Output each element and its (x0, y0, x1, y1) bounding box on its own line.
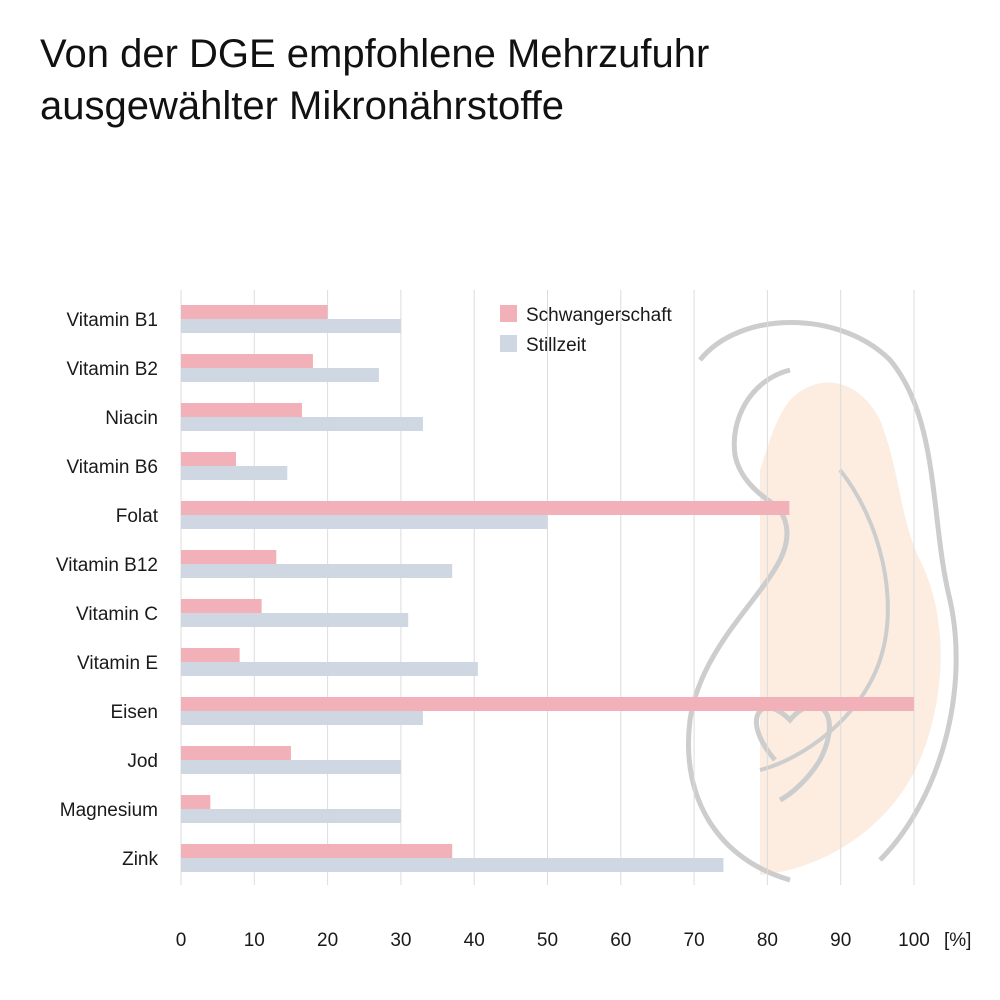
bar-schwangerschaft-zink (181, 844, 453, 858)
bar-stillzeit-vitamin-b1 (181, 319, 401, 333)
category-label: Folat (116, 506, 159, 527)
bars (181, 305, 914, 872)
x-tick-label: 30 (390, 930, 411, 951)
category-label: Vitamin B2 (66, 359, 158, 380)
legend-label-schwangerschaft: Schwangerschaft (526, 305, 672, 326)
bar-schwangerschaft-eisen (181, 697, 914, 711)
legend: Schwangerschaft Stillzeit (500, 305, 672, 356)
bar-stillzeit-folat (181, 515, 548, 529)
bar-schwangerschaft-jod (181, 746, 291, 760)
bar-stillzeit-magnesium (181, 809, 401, 823)
bar-stillzeit-zink (181, 858, 724, 872)
bar-stillzeit-vitamin-e (181, 662, 478, 676)
x-tick-label: 80 (757, 930, 778, 951)
bar-stillzeit-vitamin-b12 (181, 564, 453, 578)
x-axis: 0 10 20 30 40 50 60 70 80 90 100 (176, 930, 930, 951)
category-label: Vitamin B6 (66, 457, 158, 478)
x-tick-label: 0 (176, 930, 187, 951)
bar-stillzeit-niacin (181, 417, 423, 431)
category-label: Niacin (105, 408, 158, 429)
x-axis-unit: [%] (944, 930, 971, 951)
bar-schwangerschaft-vitamin-c (181, 599, 262, 613)
category-label: Vitamin C (76, 604, 158, 625)
bar-schwangerschaft-vitamin-b2 (181, 354, 313, 368)
grid (180, 290, 915, 885)
bar-stillzeit-jod (181, 760, 401, 774)
x-tick-label: 100 (898, 930, 930, 951)
chart-title: Von der DGE empfohlene Mehrzufuhr ausgew… (40, 28, 709, 132)
bar-schwangerschaft-vitamin-b12 (181, 550, 277, 564)
x-tick-label: 50 (537, 930, 558, 951)
x-tick-label: 70 (684, 930, 705, 951)
x-tick-label: 60 (610, 930, 631, 951)
category-label: Vitamin E (77, 653, 158, 674)
category-label: Vitamin B12 (56, 555, 158, 576)
bar-stillzeit-vitamin-c (181, 613, 409, 627)
x-tick-label: 40 (464, 930, 485, 951)
x-tick-label: 20 (317, 930, 338, 951)
category-label: Magnesium (60, 800, 158, 821)
x-tick-label: 90 (830, 930, 851, 951)
chart-title-line-2: ausgewählter Mikronährstoffe (40, 84, 564, 128)
category-label: Eisen (110, 702, 158, 723)
category-label: Zink (122, 849, 158, 870)
bar-schwangerschaft-magnesium (181, 795, 211, 809)
legend-swatch-stillzeit (500, 335, 517, 352)
bar-stillzeit-eisen (181, 711, 423, 725)
category-labels: Vitamin B1 Vitamin B2 Niacin Vitamin B6 Fola… (56, 310, 159, 870)
category-label: Vitamin B1 (66, 310, 158, 331)
category-label: Jod (127, 751, 158, 772)
bar-schwangerschaft-niacin (181, 403, 302, 417)
chart-title-line-1: Von der DGE empfohlene Mehrzufuhr (40, 32, 710, 76)
pregnant-woman-illustration (686, 320, 959, 883)
bar-schwangerschaft-folat (181, 501, 790, 515)
bar-schwangerschaft-vitamin-b1 (181, 305, 328, 319)
bar-stillzeit-vitamin-b6 (181, 466, 288, 480)
legend-label-stillzeit: Stillzeit (526, 335, 587, 356)
legend-swatch-schwangerschaft (500, 305, 517, 322)
bar-schwangerschaft-vitamin-b6 (181, 452, 236, 466)
bar-schwangerschaft-vitamin-e (181, 648, 240, 662)
bar-stillzeit-vitamin-b2 (181, 368, 379, 382)
x-tick-label: 10 (244, 930, 265, 951)
